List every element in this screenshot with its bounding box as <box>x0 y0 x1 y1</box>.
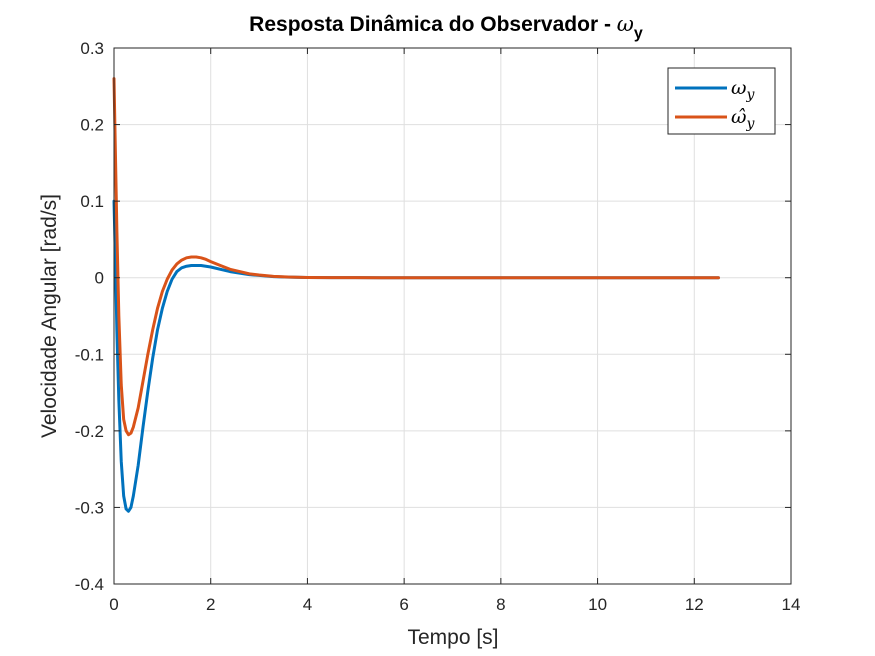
plot-frame <box>113 47 792 585</box>
plot-area <box>114 48 791 584</box>
legend-symbol-omega-y: ω <box>731 77 747 99</box>
x-tick-label: 14 <box>782 595 801 614</box>
y-tick-label: 0 <box>95 269 104 288</box>
x-tick-label: 0 <box>109 595 118 614</box>
legend-sub-omega-hat-y: y <box>746 116 756 132</box>
chart-title-text: Resposta Dinâmica do Observador - <box>249 13 617 36</box>
x-tick-label: 12 <box>685 595 704 614</box>
x-axis-label: Tempo [s] <box>407 626 498 649</box>
y-tick-label: -0.4 <box>75 575 104 594</box>
x-tick-label: 4 <box>303 595 312 614</box>
legend-symbol-omega-hat-y: ω̂ <box>731 106 747 128</box>
series-layer <box>112 77 720 513</box>
legend-sub-omega-y: y <box>746 87 756 103</box>
y-tick-label: -0.1 <box>75 345 104 364</box>
x-tick-label: 8 <box>496 595 505 614</box>
y-tick-label: -0.2 <box>75 422 104 441</box>
legend-box <box>667 67 776 135</box>
series-line-omega-hat-y <box>112 77 720 437</box>
y-tick-label: 0.2 <box>80 116 104 135</box>
y-tick-label: -0.3 <box>75 498 104 517</box>
legend-label-omega-y: ωy <box>731 77 756 103</box>
chart-title-symbol: ω <box>617 12 634 36</box>
chart-title-subscript: y <box>634 25 643 42</box>
x-tick-label: 6 <box>399 595 408 614</box>
x-tick-labels: 0 2 4 6 8 10 12 14 <box>109 595 800 614</box>
chart-title: Resposta Dinâmica do Observador - ωy <box>249 12 643 42</box>
x-tick-label: 10 <box>588 595 607 614</box>
y-tick-label: 0.1 <box>80 192 104 211</box>
legend: ωy ω̂y <box>667 67 776 135</box>
legend-label-omega-hat-y: ω̂y <box>731 106 756 132</box>
tick-marks <box>113 47 792 585</box>
y-tick-label: 0.3 <box>80 39 104 58</box>
y-axis-label: Velocidade Angular [rad/s] <box>38 194 61 438</box>
x-tick-label: 2 <box>206 595 215 614</box>
y-tick-labels: 0.3 0.2 0.1 0 -0.1 -0.2 -0.3 -0.4 <box>75 39 104 594</box>
